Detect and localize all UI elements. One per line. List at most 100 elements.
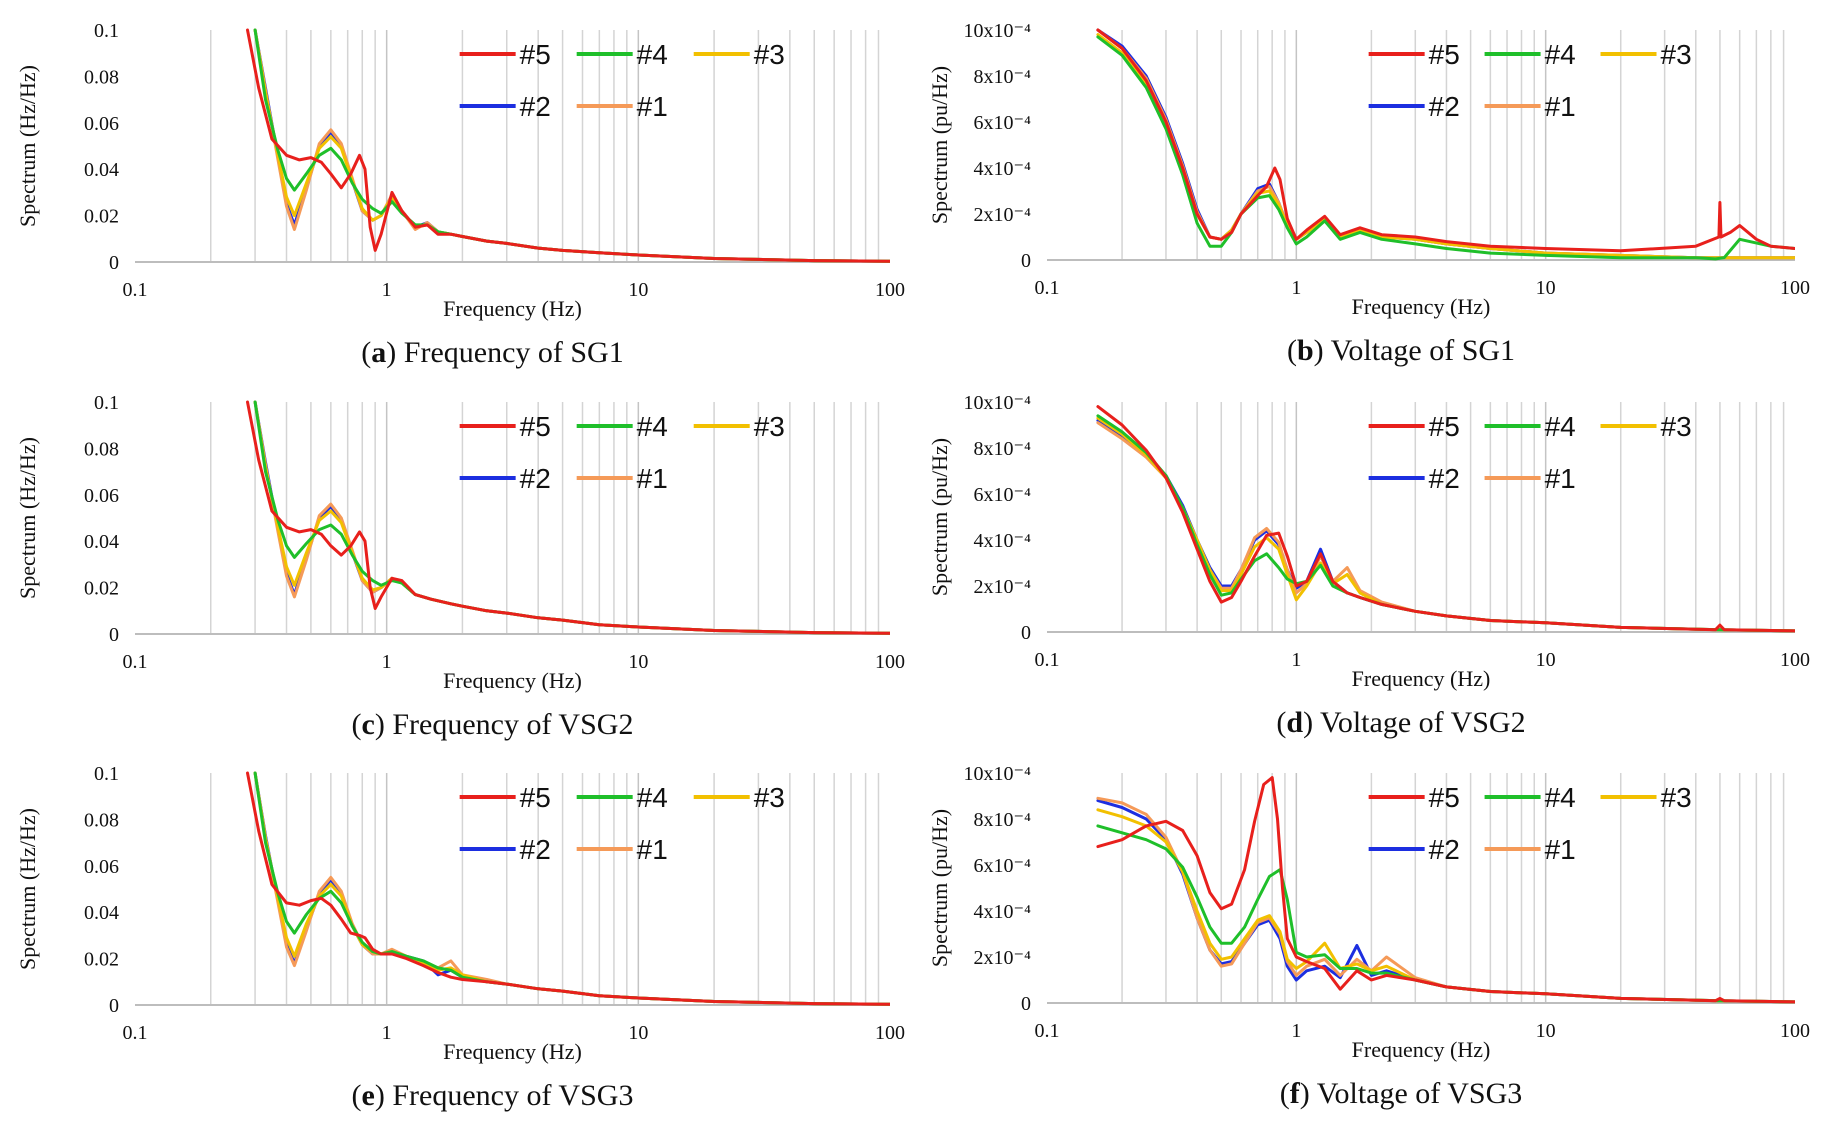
x-tick-label: 100 — [875, 279, 905, 301]
x-tick-label: 0.1 — [1035, 1020, 1060, 1042]
y-tick-label: 0 — [109, 252, 119, 274]
series-line-n4 — [1096, 35, 1795, 261]
legend-label-n2: #2 — [1429, 834, 1460, 865]
legend-label-n1: #1 — [637, 834, 668, 865]
y-tick-label: 2x10⁻⁴ — [973, 576, 1031, 598]
caption-paren-open: ( — [352, 708, 362, 741]
series-line-n5 — [246, 28, 890, 263]
x-axis-title: Frequency (Hz) — [1352, 1037, 1491, 1062]
y-tick-label: 6x10⁻⁴ — [973, 855, 1031, 877]
x-tick-label: 100 — [1780, 277, 1810, 299]
y-axis-title: Spectrum (pu/Hz) — [927, 66, 952, 224]
series-line-n4 — [253, 400, 890, 635]
x-tick-label: 0.1 — [1035, 277, 1060, 299]
y-tick-label: 0.02 — [84, 578, 119, 600]
panel-caption: (e) Frequency of VSG3 — [352, 1079, 634, 1112]
y-tick-label: 4x10⁻⁴ — [973, 901, 1031, 923]
legend-label-n1: #1 — [1545, 834, 1576, 865]
series-line-n2 — [253, 28, 890, 263]
series-line-n4 — [253, 28, 890, 263]
legend-label-n1: #1 — [1545, 91, 1576, 122]
caption-text: Frequency of VSG3 — [385, 1079, 634, 1112]
caption-letter: e — [362, 1079, 375, 1112]
x-axis-title: Frequency (Hz) — [1352, 294, 1491, 319]
caption-text: Frequency of VSG2 — [385, 708, 634, 741]
legend-label-n4: #4 — [637, 782, 668, 813]
x-tick-label: 100 — [875, 1022, 905, 1044]
series-line-n5 — [1096, 28, 1795, 253]
caption-paren-open: ( — [1280, 1077, 1290, 1110]
caption-text: Frequency of SG1 — [396, 336, 623, 369]
chart-panel-c: 0.1 1 10 100 0 0.02 0.04 0.06 0.08 0.1 Frequency (… — [15, 392, 905, 741]
panel-caption: (d) Voltage of VSG2 — [1276, 706, 1525, 739]
y-tick-label: 6x10⁻⁴ — [973, 484, 1031, 506]
x-tick-label: 10 — [1536, 649, 1556, 671]
panel-caption: (a) Frequency of SG1 — [361, 336, 623, 369]
series-line-n5 — [246, 771, 890, 1006]
caption-paren-open: ( — [352, 1079, 362, 1112]
y-tick-label: 0.08 — [84, 438, 119, 460]
series-line-n3 — [253, 771, 890, 1006]
series-line-n1 — [253, 28, 890, 263]
caption-text: Voltage of SG1 — [1324, 334, 1515, 367]
y-tick-label: 0.1 — [94, 20, 119, 42]
series-line-n5 — [1096, 776, 1795, 1004]
y-tick-label: 0 — [1021, 250, 1031, 272]
series-line-n2 — [253, 771, 890, 1006]
y-tick-label: 0 — [109, 995, 119, 1017]
chart-panel-b: 0.1 1 10 100 0 2x10⁻⁴ 4x10⁻⁴ 6x10⁻⁴ 8x10⁻⁴ 10x10⁻… — [927, 20, 1810, 367]
x-tick-label: 100 — [875, 651, 905, 673]
y-tick-label: 0.1 — [94, 392, 119, 414]
y-tick-label: 0.04 — [84, 159, 119, 181]
y-tick-label: 6x10⁻⁴ — [973, 112, 1031, 134]
x-tick-label: 10 — [628, 279, 648, 301]
legend-label-n4: #4 — [1545, 411, 1576, 442]
x-tick-label: 0.1 — [123, 1022, 148, 1044]
legend-label-n5: #5 — [1429, 782, 1460, 813]
legend-label-n2: #2 — [520, 463, 551, 494]
series-line-n5 — [246, 400, 890, 635]
caption-paren-open: ( — [1276, 706, 1286, 739]
series-line-n1 — [253, 771, 890, 1006]
x-tick-label: 0.1 — [1035, 649, 1060, 671]
x-tick-label: 0.1 — [123, 279, 148, 301]
x-tick-label: 1 — [382, 1022, 392, 1044]
legend-label-n1: #1 — [637, 91, 668, 122]
y-tick-label: 10x10⁻⁴ — [963, 763, 1031, 785]
panel-caption: (f) Voltage of VSG3 — [1280, 1077, 1523, 1110]
caption-paren-close: ) — [375, 1079, 385, 1112]
legend-label-n2: #2 — [1429, 91, 1460, 122]
legend-label-n1: #1 — [1545, 463, 1576, 494]
caption-paren-close: ) — [1303, 706, 1313, 739]
y-tick-label: 0.04 — [84, 531, 119, 553]
legend-label-n1: #1 — [637, 463, 668, 494]
caption-letter: b — [1297, 334, 1314, 367]
y-tick-label: 8x10⁻⁴ — [973, 438, 1031, 460]
legend-label-n3: #3 — [1661, 39, 1692, 70]
x-tick-label: 10 — [1536, 1020, 1556, 1042]
x-tick-label: 100 — [1780, 1020, 1810, 1042]
x-tick-label: 1 — [1291, 649, 1301, 671]
legend-label-n3: #3 — [1661, 411, 1692, 442]
y-axis-title: Spectrum (Hz/Hz) — [15, 808, 40, 970]
legend-label-n3: #3 — [1661, 782, 1692, 813]
chart-panel-e: 0.1 1 10 100 0 0.02 0.04 0.06 0.08 0.1 Frequency (… — [15, 763, 905, 1112]
x-tick-label: 100 — [1780, 649, 1810, 671]
legend-label-n5: #5 — [520, 782, 551, 813]
legend-label-n2: #2 — [520, 91, 551, 122]
y-axis-title: Spectrum (Hz/Hz) — [15, 437, 40, 599]
x-axis-title: Frequency (Hz) — [443, 1039, 582, 1064]
legend-label-n4: #4 — [637, 39, 668, 70]
x-tick-label: 10 — [628, 651, 648, 673]
legend-label-n5: #5 — [520, 39, 551, 70]
x-axis-title: Frequency (Hz) — [443, 668, 582, 693]
y-tick-label: 0.02 — [84, 949, 119, 971]
y-tick-label: 0 — [1021, 993, 1031, 1015]
x-tick-label: 1 — [1291, 277, 1301, 299]
y-tick-label: 0.08 — [84, 66, 119, 88]
series-line-n2 — [253, 400, 890, 635]
legend-label-n3: #3 — [754, 39, 785, 70]
y-tick-label: 0.04 — [84, 902, 119, 924]
